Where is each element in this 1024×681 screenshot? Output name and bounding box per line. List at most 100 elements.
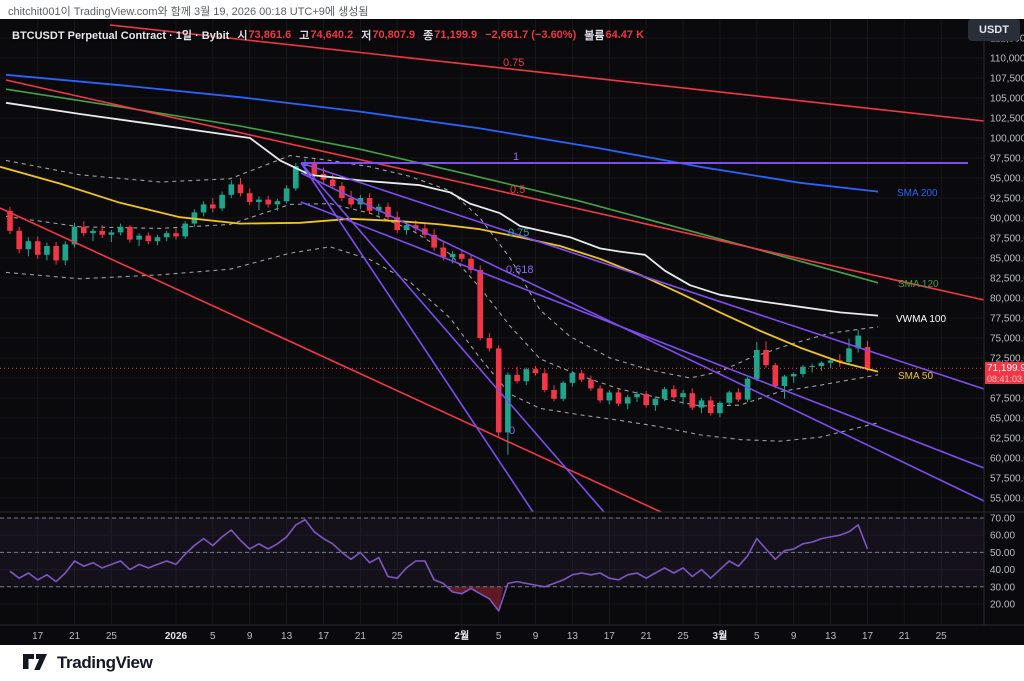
candle-body: [117, 226, 124, 233]
price-tick-label: 85,000.0: [990, 254, 1024, 265]
fib-label: 0.75: [503, 57, 524, 69]
candle-body: [707, 400, 714, 414]
candle-body: [348, 198, 354, 205]
candle-body: [90, 230, 96, 234]
candle-body: [551, 390, 557, 399]
symbol-title[interactable]: BTCUSDT Perpetual Contract · 1일 · Bybit: [12, 30, 230, 42]
candle-body: [468, 258, 474, 270]
candle-body: [643, 394, 649, 406]
rsi-tick-label: 30.00: [990, 582, 1015, 593]
candle-body: [717, 402, 723, 414]
chart-legend: BTCUSDT Perpetual Contract · 1일 · Bybit …: [12, 27, 644, 43]
candle-body: [422, 228, 428, 235]
candle-body: [81, 226, 87, 234]
candle-body: [486, 338, 493, 349]
candle-body: [71, 226, 78, 245]
candle-body: [735, 392, 742, 400]
candle-body: [431, 234, 437, 248]
bb-lower-line[interactable]: [5, 246, 879, 442]
sma200-line[interactable]: [5, 73, 879, 193]
candle-body: [578, 373, 585, 380]
time-tick-label: 25: [936, 631, 948, 642]
price-tick-label: 62,500.0: [990, 434, 1024, 445]
candle-body: [283, 188, 290, 202]
candle-body: [7, 210, 13, 231]
candle-body: [256, 199, 262, 202]
candle-body: [477, 270, 483, 338]
candle-body: [25, 241, 32, 250]
price-chart-canvas[interactable]: 0.75 0.5 0.75 1 0.618 0 SMA 200 SMA 120 VWMA 100…: [0, 0, 1024, 648]
currency-toggle-button[interactable]: USDT: [968, 19, 1020, 41]
fib-label: 0: [509, 425, 515, 437]
bb-mid-line[interactable]: [5, 203, 879, 407]
rsi-tick-label: 40.00: [990, 565, 1015, 576]
candle-body: [827, 360, 834, 363]
time-tick-label: 2026: [165, 631, 188, 642]
price-tick-label: 80,000.0: [990, 294, 1024, 305]
purple-fan-1[interactable]: [300, 162, 534, 513]
candle-body: [597, 388, 603, 401]
price-tick-label: 90,000.0: [990, 214, 1024, 225]
time-tick-label: 13: [281, 631, 293, 642]
time-tick-label: 17: [862, 631, 874, 642]
candle-body: [108, 232, 115, 235]
vwma100-line[interactable]: [5, 101, 879, 317]
tradingview-brand-text[interactable]: TradingView: [57, 653, 153, 672]
candle-body: [237, 184, 244, 194]
purple-fan-4[interactable]: [300, 162, 985, 390]
time-tick-label: 17: [32, 631, 44, 642]
fib-label: 1: [513, 151, 519, 163]
candle-body: [219, 194, 225, 209]
change-value: −2,661.7 (−3.60%): [485, 29, 577, 41]
candle-body: [265, 199, 271, 205]
ma-label[interactable]: SMA 120: [898, 279, 939, 290]
red-fib-0-5-line[interactable]: [5, 79, 985, 301]
purple-fan-5[interactable]: [300, 172, 985, 502]
close-label: 종: [423, 30, 434, 42]
candle-body: [412, 225, 419, 229]
fib-label: 0.5: [510, 184, 525, 196]
sma50-line[interactable]: [0, 165, 879, 373]
price-tick-label: 95,000.0: [990, 174, 1024, 185]
candle-body: [16, 230, 22, 250]
candle-body: [754, 350, 760, 379]
time-tick-label: 9: [533, 631, 539, 642]
last-price-label: 71,199.9 08:41:03: [985, 362, 1024, 384]
candle-body: [163, 233, 170, 238]
rsi-tick-label: 50.00: [990, 548, 1015, 559]
candle-body: [154, 237, 161, 242]
bb-upper-line[interactable]: [5, 155, 879, 379]
red-steep-trendline[interactable]: [0, 207, 662, 513]
price-tick-label: 75,000.0: [990, 334, 1024, 345]
time-tick-label: 2월: [454, 630, 469, 642]
close-value: 71,199.9: [434, 29, 478, 41]
price-tick-label: 55,000.0: [990, 494, 1024, 505]
time-tick-label: 3월: [713, 630, 728, 642]
high-value: 74,640.2: [310, 29, 354, 41]
rsi-line[interactable]: [9, 518, 869, 612]
time-axis[interactable]: 17 21 25 2026 5 9 13 17 21 25 2월 5 9 13 17 21 25 3월 5 9 13 17…: [32, 630, 947, 642]
rsi-tick-label: 20.00: [990, 600, 1015, 611]
price-tick-label: 100,000.0: [990, 134, 1024, 145]
candle-body: [127, 226, 133, 240]
rsi-tick-label: 70.00: [990, 514, 1015, 525]
candle-body: [366, 198, 373, 211]
price-tick-label: 92,500.0: [990, 194, 1024, 205]
ma-label[interactable]: SMA 50: [898, 371, 933, 382]
candle-body: [781, 376, 788, 386]
candle-body: [200, 204, 207, 213]
purple-fan-3[interactable]: [300, 201, 985, 469]
candle-body: [505, 374, 511, 433]
price-axis[interactable]: 112,500.0110,000.0107,500.0105,000.0102,…: [990, 34, 1024, 611]
candle-body: [62, 244, 69, 261]
ma-label[interactable]: VWMA 100: [896, 314, 946, 325]
tradingview-logo-icon[interactable]: [22, 653, 48, 673]
fib-label: 0.618: [506, 264, 534, 276]
candle-body: [818, 362, 825, 366]
candle-body: [329, 179, 336, 186]
open-value: 73,861.6: [248, 29, 292, 41]
ma-label[interactable]: SMA 200: [897, 188, 938, 199]
candle-body: [459, 254, 465, 259]
candle-body: [99, 230, 105, 235]
red-fib-0-75-line[interactable]: [109, 24, 985, 122]
